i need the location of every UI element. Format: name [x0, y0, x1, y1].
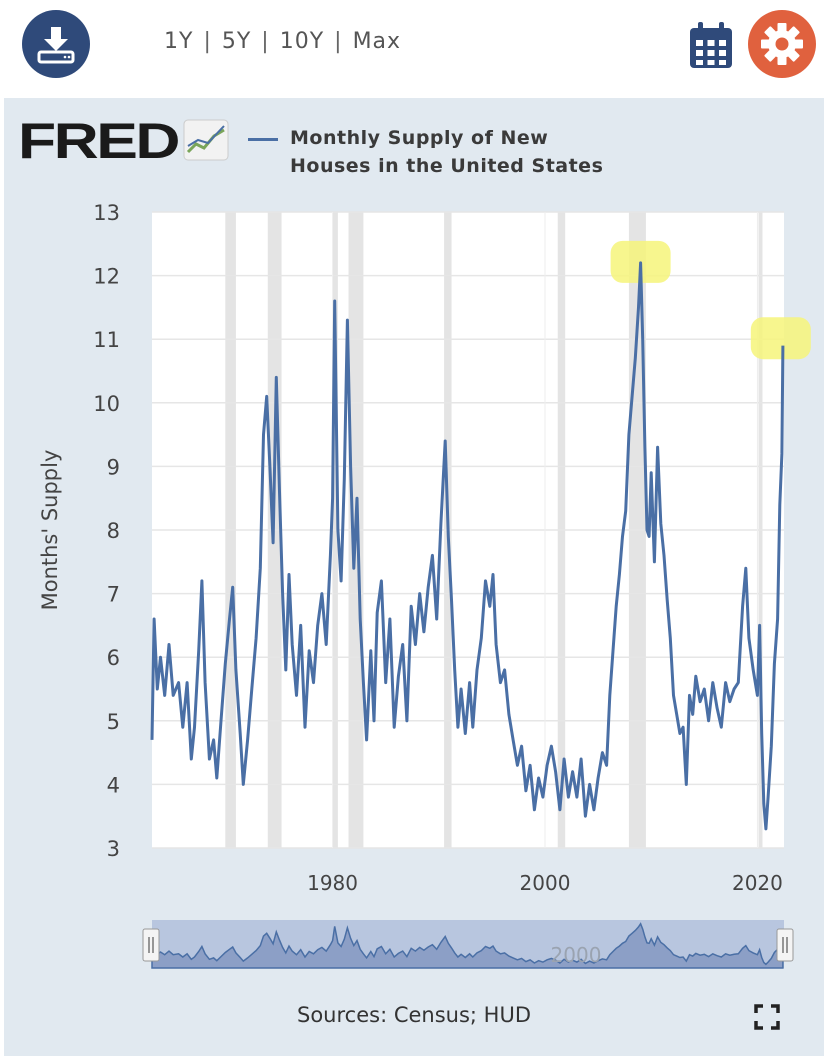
range-1y-button[interactable]: 1Y: [164, 29, 194, 54]
sources-text: Sources: Census; HUD: [297, 1003, 531, 1027]
navigator[interactable]: 2000: [142, 920, 794, 969]
range-5y-button[interactable]: 5Y: [221, 29, 252, 54]
fred-logo-text: FRED: [18, 116, 179, 166]
fred-logo: FRED: [18, 116, 229, 166]
range-max-button[interactable]: Max: [352, 29, 402, 54]
range-10y-button[interactable]: 10Y: [279, 29, 325, 54]
download-button[interactable]: [22, 10, 90, 78]
x-axis-ticks: 1980 2000 2020: [307, 871, 783, 895]
y-tick-label: 9: [107, 455, 120, 479]
calendar-button[interactable]: [688, 20, 734, 70]
legend-series-title: Monthly Supply of New Houses in the Unit…: [290, 127, 604, 177]
navigator-right-handle[interactable]: [776, 928, 794, 962]
fullscreen-icon[interactable]: [754, 1004, 780, 1030]
navigator-left-handle[interactable]: [142, 928, 160, 962]
x-tick-label: 2020: [732, 871, 783, 895]
toolbar: 1Y | 5Y | 10Y | Max: [0, 0, 828, 98]
y-tick-label: 3: [107, 837, 120, 861]
y-axis-label: Months' Supply: [38, 450, 62, 611]
navigator-area: [151, 922, 784, 969]
date-range-selector: 1Y | 5Y | 10Y | Max: [164, 29, 401, 54]
series-line-monthly-supply: [150, 261, 785, 831]
y-tick-label: 10: [93, 392, 120, 416]
range-separator: |: [261, 29, 270, 54]
y-axis-ticks: 3 4 5 6 7 8 9 10 11 12 13: [93, 201, 120, 861]
calendar-icon: [690, 22, 732, 68]
y-tick-label: 8: [107, 519, 120, 543]
x-tick-label: 1980: [307, 871, 358, 895]
gridlines: [152, 211, 784, 849]
y-tick-label: 7: [107, 583, 120, 607]
highlight-mark: [750, 317, 811, 360]
navigator-year-label: 2000: [551, 943, 602, 967]
y-tick-label: 4: [107, 773, 120, 797]
y-tick-label: 6: [107, 646, 120, 670]
range-separator: |: [334, 29, 343, 54]
y-tick-label: 12: [93, 265, 120, 289]
y-tick-label: 13: [93, 201, 120, 225]
gear-icon: [761, 23, 803, 65]
y-tick-label: 5: [107, 710, 120, 734]
range-separator: |: [203, 29, 212, 54]
chart-legend: Monthly Supply of New Houses in the Unit…: [248, 124, 620, 180]
x-tick-label: 2000: [520, 871, 571, 895]
y-tick-label: 11: [93, 328, 120, 352]
legend-swatch: [248, 138, 278, 141]
chart: 3 4 5 6 7 8 9 10 11 12 13 1980 2000 2020 Months' Sup…: [38, 201, 811, 969]
fred-chart-icon: [183, 119, 229, 161]
settings-button[interactable]: [748, 10, 816, 78]
download-icon: [37, 27, 75, 64]
